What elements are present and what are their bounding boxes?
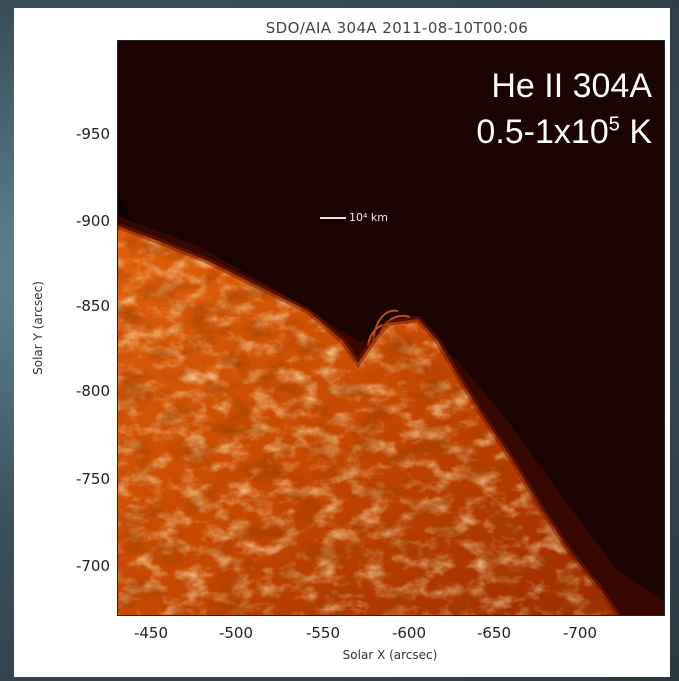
- temperature-exponent: 5: [608, 113, 620, 136]
- ytick-label: -700: [75, 557, 110, 575]
- temperature-unit: K: [619, 113, 652, 151]
- temperature-label: 0.5-1x105 K: [476, 109, 652, 155]
- ytick-label: -850: [75, 297, 110, 315]
- scale-bar-line: [320, 216, 346, 219]
- solar-disk-rendering: [118, 41, 664, 615]
- limb-edge: [118, 223, 621, 615]
- xtick-label: -450: [133, 624, 169, 642]
- xtick-label: -550: [305, 624, 341, 642]
- x-axis-label: Solar X (arcsec): [342, 648, 438, 662]
- xtick-label: -650: [476, 624, 512, 642]
- ytick-label: -800: [75, 382, 110, 400]
- wavelength-label: He II 304A: [491, 67, 652, 105]
- y-axis-label: Solar Y (arcsec): [31, 281, 45, 375]
- scale-bar-label: 10⁴ km: [349, 211, 388, 224]
- scale-bar: 10⁴ km: [320, 211, 388, 224]
- temperature-mantissa: 0.5-1x10: [476, 113, 609, 151]
- solar-image: He II 304A 0.5-1x105 K 10⁴ km: [117, 40, 665, 616]
- xtick-label: -500: [218, 624, 254, 642]
- ytick-label: -750: [75, 470, 110, 488]
- ytick-label: -950: [75, 125, 110, 143]
- xtick-label: -600: [391, 624, 427, 642]
- xtick-label: -700: [562, 624, 598, 642]
- ytick-label: -900: [75, 212, 110, 230]
- figure-title: SDO/AIA 304A 2011-08-10T00:06: [265, 19, 529, 37]
- disk-dark-texture: [118, 226, 618, 615]
- figure-panel: SDO/AIA 304A 2011-08-10T00:06: [14, 8, 670, 677]
- wavelength-temperature-label: He II 304A 0.5-1x105 K: [476, 63, 652, 155]
